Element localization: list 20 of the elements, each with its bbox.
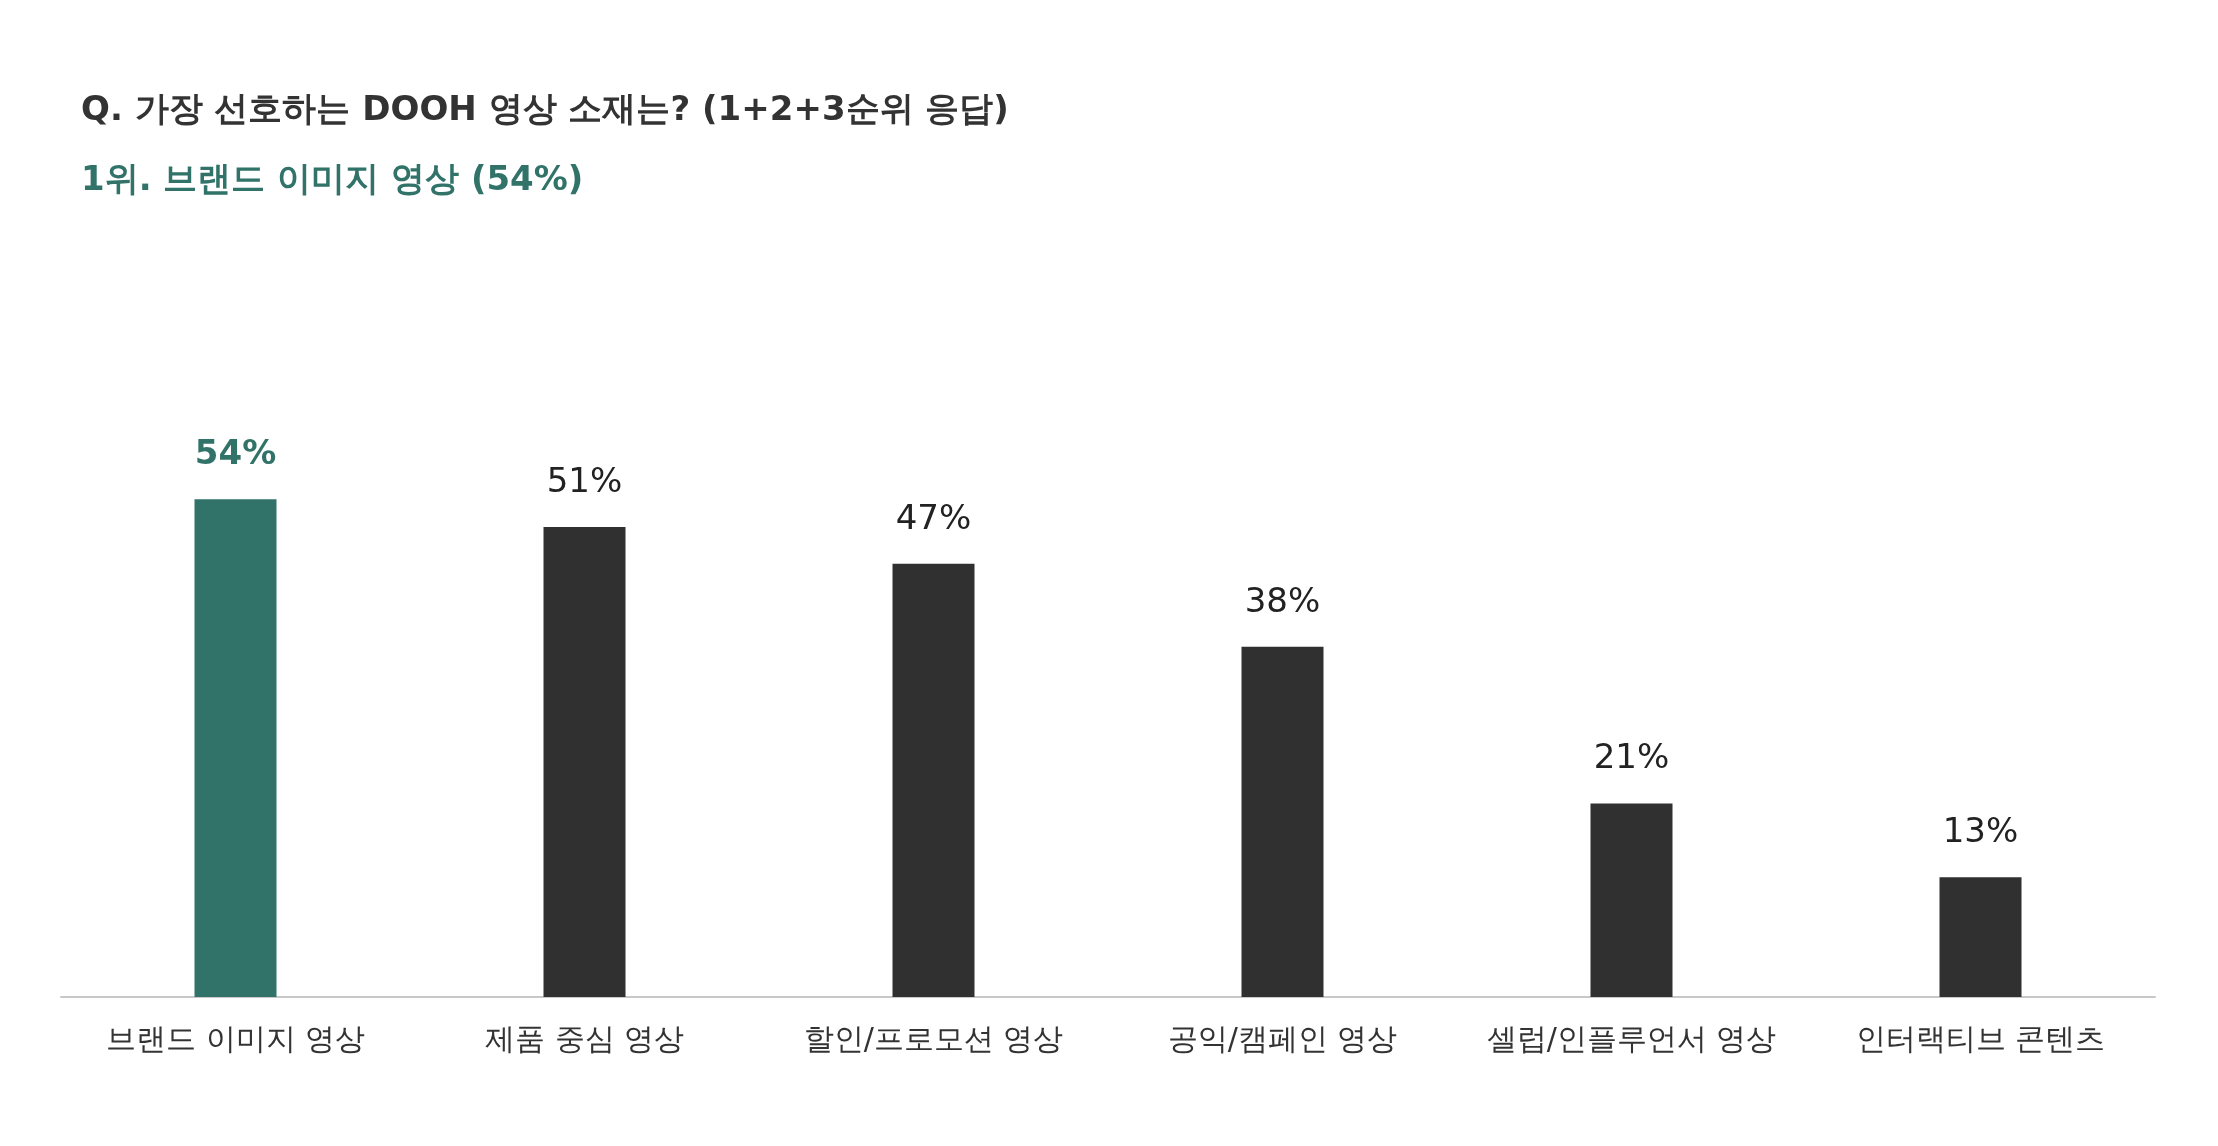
x-tick-label: 브랜드 이미지 영상 (105, 1020, 366, 1056)
x-tick-label: 제품 중심 영상 (484, 1020, 685, 1056)
bar (194, 499, 277, 997)
x-tick-label: 할인/프로모션 영상 (803, 1020, 1064, 1056)
data-label: 21% (1593, 736, 1670, 777)
data-label: 51% (546, 459, 623, 500)
bar (1590, 803, 1673, 997)
bar (1241, 646, 1324, 997)
data-label: 13% (1942, 810, 2019, 851)
data-label: 47% (895, 496, 972, 537)
data-label: 38% (1244, 579, 1321, 620)
bar (892, 563, 975, 997)
chart-title: Q. 가장 선호하는 DOOH 영상 소재는? (1+2+3순위 응답) (81, 88, 1009, 128)
x-tick-label: 셀럽/인플루언서 영상 (1486, 1020, 1777, 1056)
bar (1939, 877, 2022, 997)
chart-subtitle: 1위. 브랜드 이미지 영상 (54%) (81, 158, 584, 198)
x-tick-label: 공익/캠페인 영상 (1167, 1020, 1398, 1056)
x-tick-label: 인터랙티브 콘텐츠 (1855, 1020, 2106, 1056)
bar (543, 526, 626, 997)
data-label: 54% (194, 432, 277, 473)
